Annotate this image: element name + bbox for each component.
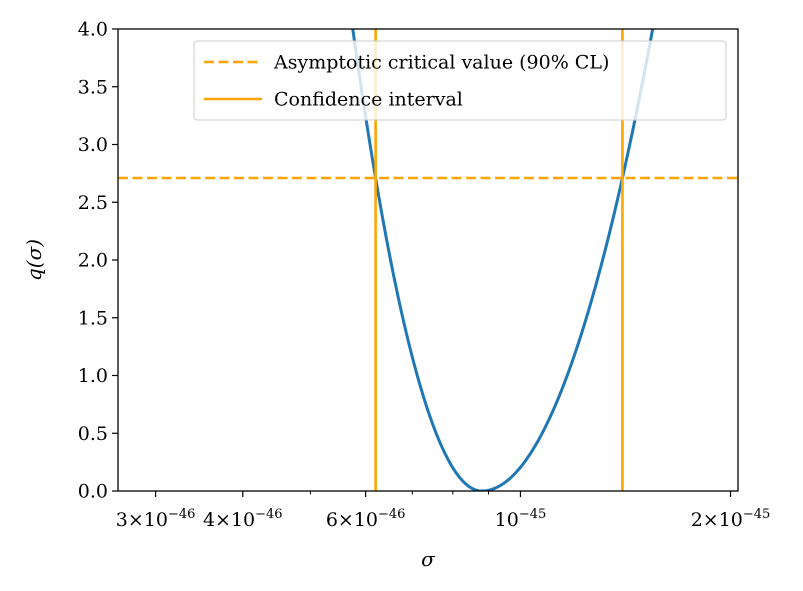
q-sigma-curve bbox=[351, 29, 655, 491]
y-tick-label: 1.0 bbox=[78, 365, 108, 387]
legend-box bbox=[193, 40, 727, 121]
y-tick-label: 3.0 bbox=[78, 134, 108, 156]
plot-layer bbox=[118, 29, 738, 491]
y-tick-label: 1.5 bbox=[78, 307, 108, 329]
x-tick-label: 10−45 bbox=[495, 507, 547, 531]
legend: Asymptotic critical value (90% CL) Confid… bbox=[193, 40, 727, 121]
legend-label: Confidence interval bbox=[274, 89, 463, 111]
legend-label: Asymptotic critical value (90% CL) bbox=[273, 52, 609, 74]
x-tick-label: 3×10−46 bbox=[116, 507, 196, 531]
y-tick-label: 2.5 bbox=[78, 192, 108, 214]
axis-layer: 0.0 0.5 1.0 1.5 2.0 2.5 3.0 3.5 4.0 3×10−46 4×10−4… bbox=[22, 19, 770, 572]
x-tick-label: 6×10−46 bbox=[326, 507, 406, 531]
x-tick-label: 4×10−46 bbox=[203, 507, 283, 531]
y-axis-label: q(σ) bbox=[22, 239, 46, 281]
x-axis-label: σ bbox=[421, 547, 436, 571]
y-tick-label: 3.5 bbox=[78, 76, 108, 98]
y-tick-label: 4.0 bbox=[78, 19, 108, 41]
y-tick-label: 0.5 bbox=[78, 423, 108, 445]
y-tick-label: 0.0 bbox=[78, 481, 108, 503]
plot-area bbox=[118, 29, 738, 491]
y-tick-label: 2.0 bbox=[78, 250, 108, 272]
x-tick-label: 2×10−45 bbox=[691, 507, 771, 531]
